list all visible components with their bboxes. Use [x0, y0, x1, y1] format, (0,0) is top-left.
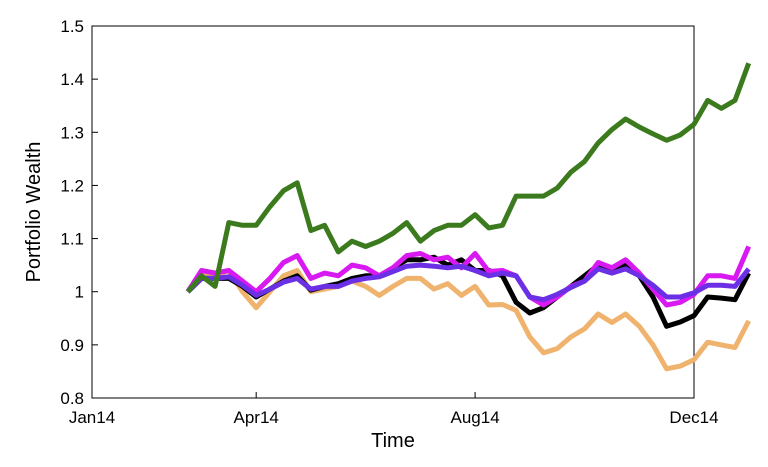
plot-area-frame — [91, 25, 695, 399]
y-tick-label: 1 — [75, 283, 84, 302]
x-tick-label: Jan14 — [69, 408, 115, 427]
y-tick-label: 1.2 — [60, 176, 84, 195]
y-axis-ticks: 0.8 0.9 1 1.1 1.2 1.3 1.4 1.5 — [60, 17, 98, 408]
series-line-5 — [185, 62, 752, 294]
x-axis-ticks: Jan14 Apr14 Aug14 Dec14 — [69, 392, 719, 427]
x-tick-label: Apr14 — [233, 408, 278, 427]
y-tick-label: 1.4 — [60, 70, 84, 89]
y-axis-title: Portfolio Wealth — [23, 142, 45, 283]
series-line-1 — [185, 268, 751, 372]
y-tick-label: 0.8 — [60, 389, 84, 408]
x-axis-title: Time — [371, 430, 415, 452]
x-tick-label: Dec14 — [669, 408, 718, 427]
x-tick-label: Aug14 — [451, 408, 500, 427]
series-line-3 — [185, 245, 751, 308]
y-tick-label: 1.1 — [60, 230, 84, 249]
series-line-4 — [186, 262, 751, 303]
y-tick-label: 0.9 — [60, 336, 84, 355]
series-lines — [185, 62, 752, 372]
y-tick-label: 1.3 — [60, 123, 84, 142]
y-tick-label: 1.5 — [60, 17, 84, 36]
